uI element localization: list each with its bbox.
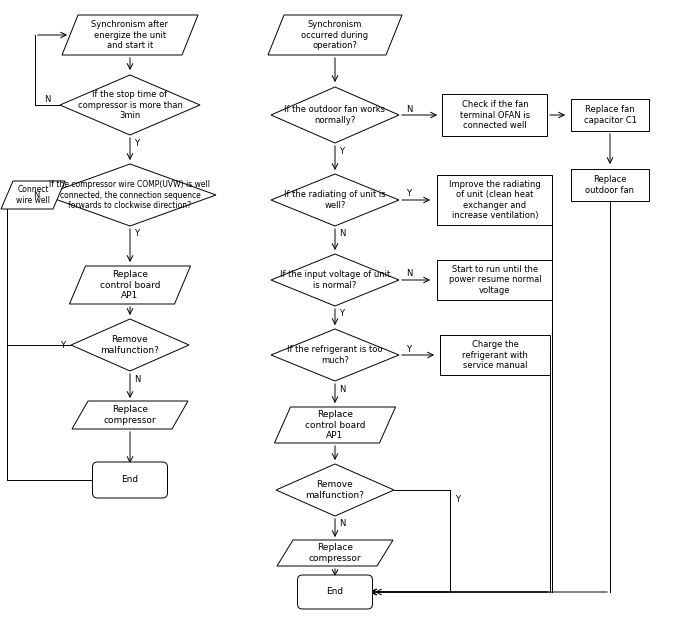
Text: Connect
wire well: Connect wire well	[16, 185, 50, 205]
Text: End: End	[121, 476, 138, 484]
Text: Charge the
refrigerant with
service manual: Charge the refrigerant with service manu…	[462, 340, 528, 370]
Polygon shape	[271, 254, 399, 306]
Polygon shape	[277, 540, 393, 566]
Text: Start to run until the
power resume normal
voltage: Start to run until the power resume norm…	[449, 265, 541, 295]
Text: N: N	[339, 230, 345, 239]
Text: Y: Y	[340, 146, 345, 155]
Text: N: N	[33, 191, 39, 199]
FancyBboxPatch shape	[297, 575, 373, 609]
Bar	[571, 169, 649, 201]
Bar	[571, 99, 649, 131]
Text: Replace
outdoor fan: Replace outdoor fan	[586, 175, 634, 195]
Text: Y: Y	[456, 495, 460, 505]
Text: If the compressor wire COMP(UVW) is well
connected, the connection sequence
forw: If the compressor wire COMP(UVW) is well…	[49, 180, 210, 210]
Polygon shape	[44, 164, 216, 226]
Polygon shape	[60, 75, 200, 135]
Text: N: N	[44, 94, 50, 104]
Polygon shape	[276, 464, 394, 516]
Polygon shape	[72, 401, 188, 429]
Text: If the outdoor fan works
normally?: If the outdoor fan works normally?	[284, 106, 386, 125]
Text: Check if the fan
terminal OFAN is
connected well: Check if the fan terminal OFAN is connec…	[460, 100, 530, 130]
Text: Y: Y	[134, 138, 140, 147]
Text: Y: Y	[340, 310, 345, 318]
Text: N: N	[339, 384, 345, 394]
Text: If the input voltage of unit
is normal?: If the input voltage of unit is normal?	[280, 270, 390, 290]
Bar	[443, 94, 547, 136]
Polygon shape	[1, 181, 65, 209]
FancyBboxPatch shape	[92, 462, 168, 498]
Bar	[438, 175, 553, 225]
Text: Replace
compressor: Replace compressor	[103, 405, 156, 424]
Polygon shape	[275, 407, 395, 443]
Polygon shape	[71, 319, 189, 371]
Text: Y: Y	[134, 230, 140, 239]
Text: Replace fan
capacitor C1: Replace fan capacitor C1	[584, 106, 636, 125]
Polygon shape	[69, 266, 190, 304]
Text: If the refrigerant is too
much?: If the refrigerant is too much?	[287, 346, 383, 365]
Text: N: N	[339, 520, 345, 529]
Text: Synchronism
occurred during
operation?: Synchronism occurred during operation?	[301, 20, 369, 50]
Polygon shape	[271, 329, 399, 381]
Bar	[440, 335, 550, 375]
Polygon shape	[62, 15, 198, 55]
Polygon shape	[268, 15, 402, 55]
Bar	[438, 260, 553, 300]
Text: N: N	[406, 270, 412, 278]
Text: End: End	[327, 587, 344, 597]
Text: If the stop time of
compressor is more than
3min: If the stop time of compressor is more t…	[77, 90, 182, 120]
Text: Replace
control board
AP1: Replace control board AP1	[305, 410, 365, 440]
Text: Remove
malfunction?: Remove malfunction?	[306, 480, 364, 500]
Text: Replace
control board
AP1: Replace control board AP1	[100, 270, 160, 300]
Text: Y: Y	[406, 344, 412, 354]
Text: Y: Y	[406, 189, 412, 199]
Text: Synchronism after
energize the unit
and start it: Synchronism after energize the unit and …	[92, 20, 169, 50]
Text: N: N	[134, 375, 140, 384]
Text: Replace
compressor: Replace compressor	[309, 544, 361, 563]
Text: Y: Y	[60, 341, 66, 349]
Text: N: N	[406, 104, 412, 114]
Text: If the radiating of unit is
well?: If the radiating of unit is well?	[284, 190, 386, 210]
Text: Improve the radiating
of unit (clean heat
exchanger and
increase ventilation): Improve the radiating of unit (clean hea…	[449, 180, 541, 220]
Polygon shape	[271, 87, 399, 143]
Polygon shape	[271, 174, 399, 226]
Text: Remove
malfunction?: Remove malfunction?	[101, 335, 160, 355]
